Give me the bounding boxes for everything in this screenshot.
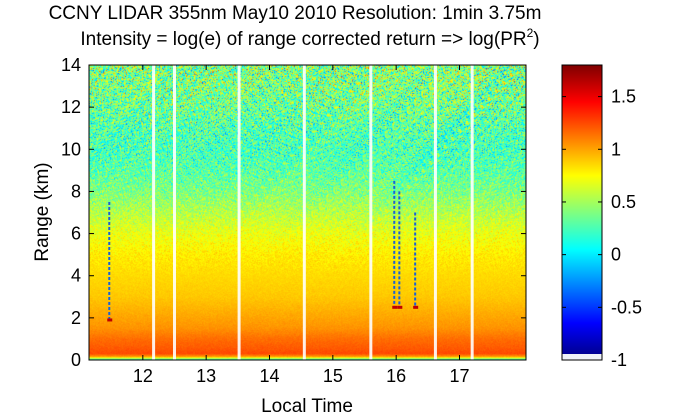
colorbar-tick-label: 1.5 xyxy=(611,87,636,107)
streak-base-mark xyxy=(397,305,403,309)
colorbar: -1 -0.5 0 0.5 1 1.5 xyxy=(561,64,642,370)
y-tick-label: 14 xyxy=(61,55,81,75)
colorbar-tick-label: -1 xyxy=(611,350,627,370)
data-marks xyxy=(107,65,474,360)
chart-title-line2: Intensity = log(e) of range corrected re… xyxy=(80,26,539,50)
colorbar-min-band xyxy=(562,354,602,360)
data-gap xyxy=(433,65,437,360)
lidar-heatmap-image xyxy=(89,65,526,360)
y-tick-label: 12 xyxy=(61,97,81,117)
x-tick-label: 15 xyxy=(323,366,343,386)
x-tick-label: 17 xyxy=(449,366,469,386)
x-tick-label: 16 xyxy=(386,366,406,386)
y-axis: 0 2 4 6 8 10 12 14 xyxy=(61,55,526,370)
plot-area xyxy=(88,64,527,361)
colorbar-tick-label: 0 xyxy=(611,245,621,265)
y-tick-label: 0 xyxy=(71,350,81,370)
y-tick-label: 2 xyxy=(71,308,81,328)
title-line2-superscript: 2 xyxy=(527,26,534,40)
data-gap xyxy=(237,65,241,360)
colorbar-gradient xyxy=(562,65,602,360)
y-tick-label: 6 xyxy=(71,224,81,244)
x-tick-label: 14 xyxy=(259,366,279,386)
streak-base-mark xyxy=(392,305,398,309)
data-gap xyxy=(152,65,156,360)
x-axis-label: Local Time xyxy=(261,396,353,417)
data-gap xyxy=(302,65,306,360)
streak-base-mark xyxy=(107,318,113,322)
y-tick-label: 8 xyxy=(71,181,81,201)
y-tick-label: 10 xyxy=(61,139,81,159)
title-line2-suffix: ) xyxy=(533,29,539,50)
data-gap xyxy=(173,65,176,360)
colorbar-tick-label: -0.5 xyxy=(611,297,642,317)
x-tick-label: 12 xyxy=(133,366,153,386)
colorbar-tick-label: 0.5 xyxy=(611,192,636,212)
colorbar-frame xyxy=(561,64,603,361)
streak-base-mark xyxy=(413,305,419,309)
title-line2-prefix: Intensity = log(e) of range corrected re… xyxy=(80,29,526,50)
colorbar-ticks: -1 -0.5 0 0.5 1 1.5 xyxy=(562,87,642,370)
plot-frame xyxy=(88,64,527,361)
data-gap xyxy=(369,65,373,360)
x-axis: 12 13 14 15 16 17 xyxy=(133,65,470,386)
data-gap xyxy=(470,65,474,360)
chart-title-line1: CCNY LIDAR 355nm May10 2010 Resolution: … xyxy=(49,3,542,24)
x-tick-label: 13 xyxy=(196,366,216,386)
y-tick-label: 4 xyxy=(71,266,81,286)
y-axis-label: Range (km) xyxy=(32,162,53,261)
colorbar-tick-label: 1 xyxy=(611,139,621,159)
